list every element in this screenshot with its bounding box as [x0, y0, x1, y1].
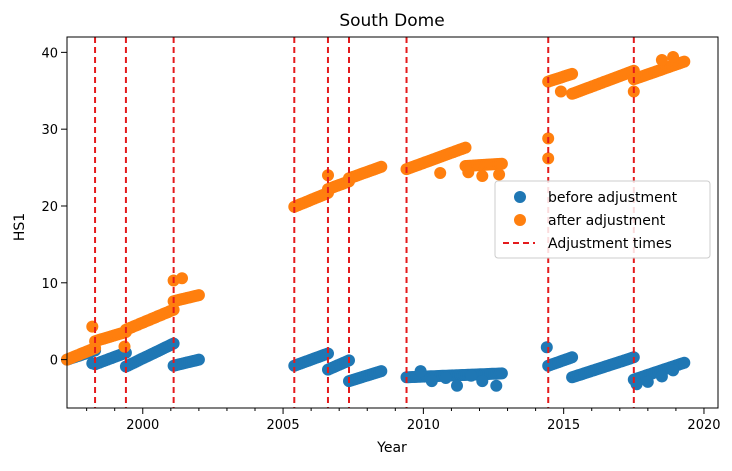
- legend-label-after: after adjustment: [548, 213, 666, 229]
- x-tick-label: 2000: [126, 418, 159, 433]
- data-point: [322, 347, 334, 360]
- data-point: [439, 372, 452, 384]
- legend: before adjustment after adjustment Adjus…: [494, 180, 711, 259]
- data-point: [655, 54, 668, 66]
- y-tick-label: 10: [41, 277, 58, 292]
- legend-label-adjust: Adjustment times: [548, 236, 672, 252]
- data-point: [655, 370, 668, 383]
- data-point: [495, 157, 508, 170]
- legend-box: [494, 180, 711, 259]
- data-point: [322, 169, 334, 182]
- x-tick-label: 2015: [547, 418, 580, 433]
- x-tick-label: 2010: [407, 418, 440, 433]
- data-point: [167, 337, 180, 350]
- data-point: [451, 379, 463, 392]
- data-point: [630, 378, 643, 391]
- data-point: [118, 340, 131, 353]
- chart-title: South Dome: [339, 11, 444, 31]
- series-before: [61, 337, 691, 392]
- y-tick-label: 20: [41, 200, 58, 215]
- data-point: [476, 375, 489, 388]
- y-tick-label: 40: [41, 46, 58, 61]
- data-point: [375, 365, 388, 378]
- legend-marker-after: [514, 214, 526, 226]
- x-tick-label: 2020: [687, 418, 720, 433]
- legend-label-before: before adjustment: [548, 190, 678, 206]
- data-point: [667, 364, 680, 377]
- data-point: [176, 272, 188, 285]
- data-point: [192, 289, 205, 302]
- data-point: [86, 320, 99, 333]
- x-tick-label: 2005: [267, 418, 300, 433]
- axes: 2000 2005 2010 2015 2020 0 10 20 30 40: [41, 36, 721, 433]
- data-point: [554, 85, 567, 98]
- data-point: [192, 353, 205, 366]
- data-point: [462, 166, 475, 179]
- data-point: [86, 357, 99, 370]
- data-point: [678, 55, 691, 68]
- data-point: [566, 351, 579, 364]
- data-point: [641, 375, 654, 388]
- data-point: [465, 369, 478, 382]
- data-point: [425, 375, 438, 388]
- data-point: [495, 367, 508, 380]
- data-point: [493, 168, 506, 181]
- plot-frame: [66, 36, 719, 409]
- data-point: [667, 51, 680, 63]
- data-point: [490, 379, 503, 392]
- y-tick-label: 30: [41, 123, 58, 138]
- x-axis-label: Year: [376, 440, 407, 456]
- data-point: [414, 365, 427, 378]
- data-point: [540, 341, 553, 354]
- y-tick-label: 0: [50, 354, 58, 369]
- y-axis-label: HS1: [12, 213, 28, 241]
- data-point: [566, 67, 579, 80]
- data-point: [678, 356, 691, 369]
- data-point: [459, 141, 472, 154]
- data-point: [476, 170, 489, 182]
- data-point: [434, 167, 447, 179]
- legend-marker-before: [514, 191, 526, 203]
- data-point: [375, 160, 388, 173]
